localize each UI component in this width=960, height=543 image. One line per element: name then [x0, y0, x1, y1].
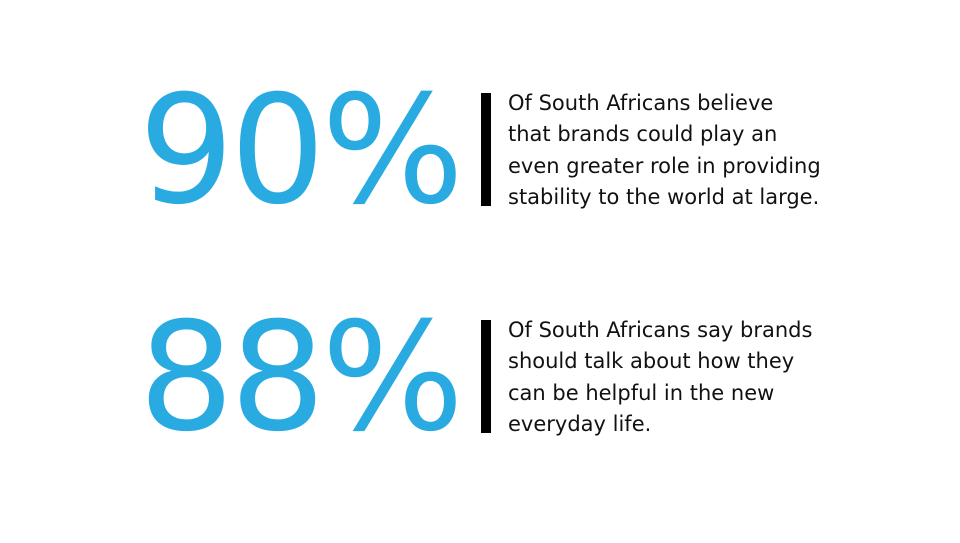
stat-description: Of South Africans believe that brands cou…	[508, 88, 821, 213]
stat-figure: 90%	[138, 64, 464, 238]
stat-figure: 88%	[138, 291, 464, 465]
stat-block: 90% Of South Africans believe that brands …	[0, 71, 960, 231]
description-line: everyday life.	[508, 411, 652, 436]
description-line: can be helpful in the new	[508, 380, 775, 405]
stat-description: Of South Africans say brands should talk …	[508, 315, 812, 440]
divider-bar	[481, 320, 491, 433]
divider-bar	[481, 93, 491, 206]
description-line: stability to the world at large.	[508, 184, 820, 209]
description-line: Of South Africans say brands	[508, 318, 813, 342]
description-line: should talk about how they	[508, 349, 795, 374]
description-line: even greater role in providing	[508, 153, 821, 178]
description-line: Of South Africans believe	[508, 91, 774, 115]
description-line: that brands could play an	[508, 122, 778, 147]
stat-block: 88% Of South Africans say brands should ta…	[0, 298, 960, 458]
